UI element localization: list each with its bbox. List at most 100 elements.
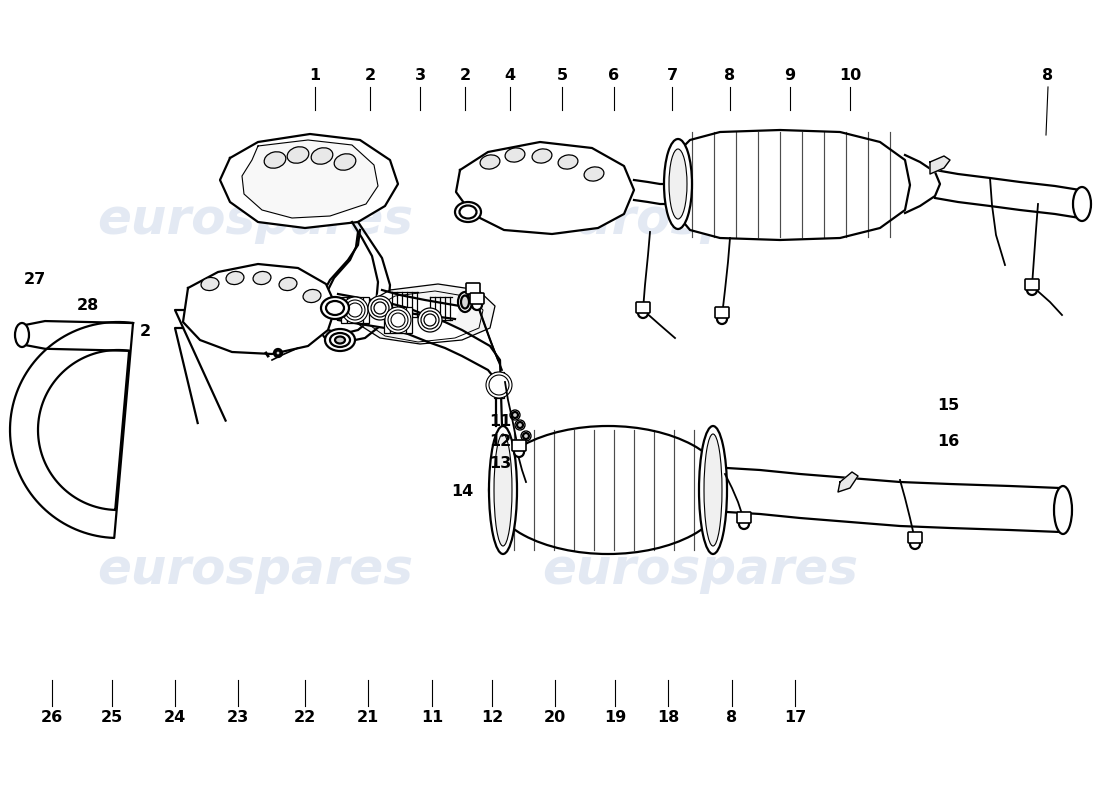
- Ellipse shape: [460, 206, 476, 218]
- Circle shape: [385, 307, 411, 333]
- Text: 10: 10: [839, 67, 861, 82]
- Bar: [358, 297, 363, 323]
- Ellipse shape: [311, 148, 333, 164]
- Polygon shape: [315, 222, 390, 342]
- Text: 5: 5: [557, 67, 568, 82]
- Bar: [499, 372, 502, 398]
- Ellipse shape: [490, 426, 517, 554]
- Text: 8: 8: [725, 67, 736, 82]
- Bar: [384, 307, 389, 333]
- Polygon shape: [456, 142, 634, 234]
- Ellipse shape: [458, 292, 472, 312]
- Text: 11: 11: [421, 710, 443, 726]
- Text: 4: 4: [505, 67, 516, 82]
- Text: 12: 12: [488, 434, 512, 450]
- FancyBboxPatch shape: [1025, 279, 1040, 290]
- Text: 23: 23: [227, 710, 249, 726]
- Text: 7: 7: [667, 67, 678, 82]
- Ellipse shape: [330, 333, 350, 347]
- Text: eurospares: eurospares: [542, 196, 858, 244]
- Ellipse shape: [336, 337, 345, 343]
- Ellipse shape: [253, 271, 271, 285]
- Bar: [346, 297, 352, 323]
- Ellipse shape: [704, 434, 722, 546]
- Ellipse shape: [226, 271, 244, 285]
- Polygon shape: [25, 321, 133, 350]
- Circle shape: [374, 302, 386, 314]
- FancyBboxPatch shape: [737, 512, 751, 523]
- Circle shape: [345, 300, 365, 320]
- Text: 25: 25: [101, 710, 123, 726]
- Text: 2: 2: [460, 67, 471, 82]
- Ellipse shape: [505, 148, 525, 162]
- Circle shape: [490, 375, 509, 395]
- Circle shape: [1027, 285, 1037, 295]
- Ellipse shape: [558, 155, 578, 169]
- Circle shape: [910, 539, 920, 549]
- Polygon shape: [10, 322, 133, 538]
- Circle shape: [274, 349, 282, 357]
- Text: 22: 22: [294, 710, 316, 726]
- Polygon shape: [175, 310, 226, 423]
- Polygon shape: [428, 316, 502, 426]
- Text: 13: 13: [488, 457, 512, 471]
- Circle shape: [638, 308, 648, 318]
- Bar: [496, 372, 499, 398]
- Polygon shape: [220, 134, 398, 228]
- Ellipse shape: [532, 149, 552, 163]
- Polygon shape: [355, 284, 495, 344]
- Polygon shape: [727, 468, 1060, 532]
- FancyBboxPatch shape: [466, 283, 480, 294]
- Circle shape: [418, 308, 442, 332]
- Circle shape: [275, 350, 280, 355]
- Text: 24: 24: [164, 710, 186, 726]
- Circle shape: [342, 297, 369, 323]
- Text: 1: 1: [309, 67, 320, 82]
- Text: 8: 8: [726, 710, 738, 726]
- Text: 26: 26: [41, 710, 63, 726]
- Ellipse shape: [490, 426, 727, 554]
- Bar: [406, 307, 412, 333]
- Ellipse shape: [264, 152, 286, 168]
- Bar: [341, 297, 346, 323]
- Polygon shape: [838, 472, 858, 492]
- Bar: [363, 297, 368, 323]
- Ellipse shape: [455, 202, 481, 222]
- Text: 12: 12: [481, 710, 503, 726]
- FancyBboxPatch shape: [636, 302, 650, 313]
- Polygon shape: [675, 130, 910, 240]
- Ellipse shape: [494, 434, 512, 546]
- Text: 16: 16: [937, 434, 959, 450]
- Text: 14: 14: [451, 485, 473, 499]
- Text: 15: 15: [937, 398, 959, 413]
- Polygon shape: [930, 156, 950, 174]
- Circle shape: [522, 433, 529, 439]
- Text: 21: 21: [356, 710, 380, 726]
- Text: 28: 28: [77, 298, 99, 313]
- Ellipse shape: [287, 146, 309, 163]
- Ellipse shape: [664, 139, 692, 229]
- Circle shape: [512, 412, 518, 418]
- Text: 6: 6: [608, 67, 619, 82]
- Ellipse shape: [1072, 187, 1091, 221]
- Circle shape: [424, 314, 436, 326]
- Circle shape: [517, 422, 522, 428]
- Polygon shape: [338, 294, 428, 342]
- Text: 17: 17: [784, 710, 806, 726]
- Circle shape: [421, 311, 439, 329]
- Ellipse shape: [1054, 486, 1072, 534]
- Ellipse shape: [461, 295, 469, 309]
- Ellipse shape: [334, 154, 355, 170]
- Ellipse shape: [321, 297, 349, 319]
- Polygon shape: [634, 180, 672, 204]
- Circle shape: [468, 290, 478, 300]
- Polygon shape: [370, 290, 460, 319]
- Circle shape: [348, 303, 362, 317]
- Text: eurospares: eurospares: [97, 196, 413, 244]
- Polygon shape: [183, 264, 336, 354]
- Ellipse shape: [480, 155, 499, 169]
- Bar: [400, 307, 406, 333]
- Text: 3: 3: [415, 67, 426, 82]
- Circle shape: [371, 299, 389, 317]
- Polygon shape: [935, 170, 1080, 218]
